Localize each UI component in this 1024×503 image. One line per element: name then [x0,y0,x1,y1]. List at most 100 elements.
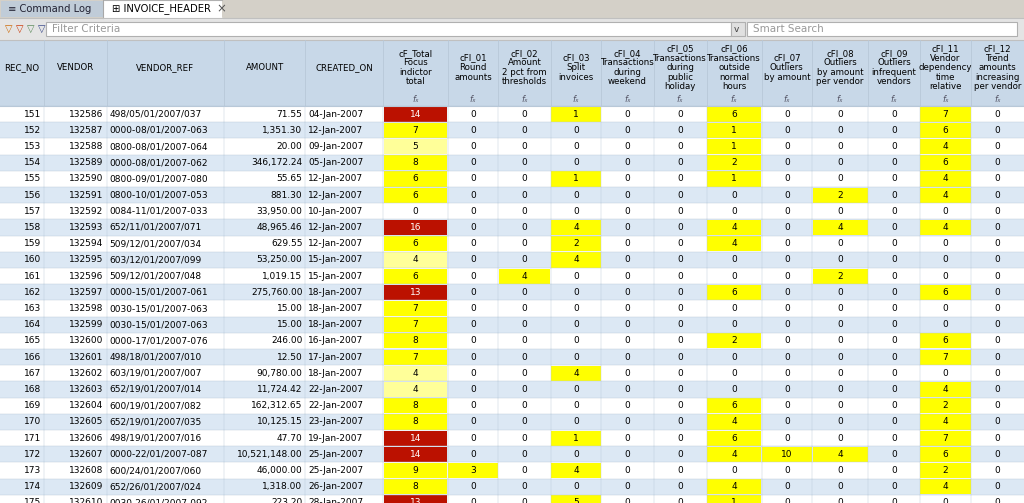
Text: Amount: Amount [508,58,542,67]
Text: 0: 0 [994,369,1000,378]
Text: fₓ: fₓ [731,95,737,104]
Text: 7: 7 [413,353,419,362]
Text: Trend: Trend [986,53,1010,62]
Text: 275,760.00: 275,760.00 [251,288,302,297]
Text: amounts: amounts [979,63,1017,72]
Bar [384,236,447,252]
Text: 0: 0 [521,337,527,346]
Text: time: time [936,72,955,81]
Text: 0: 0 [573,126,579,135]
Text: 3: 3 [470,466,476,475]
Text: 6: 6 [943,337,948,346]
Bar [0,495,1024,503]
Text: 15-Jan-2007: 15-Jan-2007 [308,256,364,265]
Text: 498/18/01/2007/010: 498/18/01/2007/010 [110,353,202,362]
Text: 0: 0 [784,207,790,216]
Text: 0: 0 [994,353,1000,362]
Text: 652/19/01/2007/035: 652/19/01/2007/035 [110,417,202,427]
Text: 8: 8 [413,158,419,167]
Text: 0000-22/01/2007-087: 0000-22/01/2007-087 [110,450,208,459]
Bar [921,123,971,138]
Text: cFI_04: cFI_04 [613,49,641,58]
Text: 166: 166 [24,353,41,362]
Text: ≡ Command Log: ≡ Command Log [8,4,91,14]
Bar [46,22,731,36]
Text: 0: 0 [625,239,631,248]
Text: 0: 0 [731,256,737,265]
Text: 0: 0 [678,482,683,491]
Text: 0: 0 [784,337,790,346]
Text: 7: 7 [943,110,948,119]
Text: 0: 0 [521,142,527,151]
Text: 4: 4 [413,256,419,265]
Text: 0: 0 [994,191,1000,200]
Text: 0: 0 [994,272,1000,281]
Text: fₓ: fₓ [413,95,419,104]
Text: during: during [667,63,694,72]
Bar [384,350,447,365]
Text: 22-Jan-2007: 22-Jan-2007 [308,401,364,410]
Text: cFI_06: cFI_06 [720,44,748,53]
Bar [921,220,971,235]
Text: amounts: amounts [455,72,492,81]
Text: 0: 0 [625,142,631,151]
Bar [0,138,1024,154]
Text: 0: 0 [838,401,843,410]
Text: fₓ: fₓ [470,95,476,104]
Text: 33,950.00: 33,950.00 [257,207,302,216]
Text: 0030-15/01/2007-063: 0030-15/01/2007-063 [110,320,208,329]
Text: Focus: Focus [403,58,428,67]
Text: 0: 0 [994,320,1000,329]
Bar [384,301,447,316]
Text: 0: 0 [994,466,1000,475]
Bar [0,349,1024,365]
Text: fₓ: fₓ [677,95,684,104]
Text: 160: 160 [24,256,41,265]
Text: 0: 0 [521,304,527,313]
Text: 0: 0 [994,110,1000,119]
Text: 0: 0 [678,417,683,427]
Text: 0: 0 [838,239,843,248]
Text: 0: 0 [784,223,790,232]
Text: 05-Jan-2007: 05-Jan-2007 [308,158,364,167]
Text: 0: 0 [625,304,631,313]
Text: 0: 0 [470,369,476,378]
Text: 0: 0 [470,337,476,346]
Text: 0: 0 [891,126,897,135]
Text: 0: 0 [678,288,683,297]
Bar [384,431,447,446]
Text: 0: 0 [521,482,527,491]
Text: ▽: ▽ [16,24,24,34]
Text: 0: 0 [678,142,683,151]
Text: 0: 0 [470,239,476,248]
Text: 0: 0 [943,369,948,378]
Bar [0,446,1024,462]
Text: 223.20: 223.20 [271,498,302,503]
Text: 0: 0 [470,223,476,232]
Text: 0: 0 [521,239,527,248]
Text: 16: 16 [410,223,421,232]
Text: by amount: by amount [817,68,863,77]
Bar [0,187,1024,203]
Text: 4: 4 [731,223,737,232]
Text: 4: 4 [943,191,948,200]
Text: 71.55: 71.55 [276,110,302,119]
Text: 0: 0 [521,498,527,503]
Text: 0: 0 [943,304,948,313]
Text: 0: 0 [731,272,737,281]
Text: 0: 0 [625,466,631,475]
Bar [0,235,1024,252]
Text: 0: 0 [994,434,1000,443]
Bar [104,0,222,18]
Text: 0: 0 [891,110,897,119]
Text: 0: 0 [994,401,1000,410]
Bar [708,236,761,252]
Bar [384,382,447,397]
Text: 0: 0 [573,142,579,151]
Bar [0,333,1024,349]
Text: 6: 6 [731,288,737,297]
Text: 0: 0 [731,304,737,313]
Text: 5: 5 [413,142,419,151]
Text: Outliers: Outliers [823,58,857,67]
Text: 0: 0 [838,304,843,313]
